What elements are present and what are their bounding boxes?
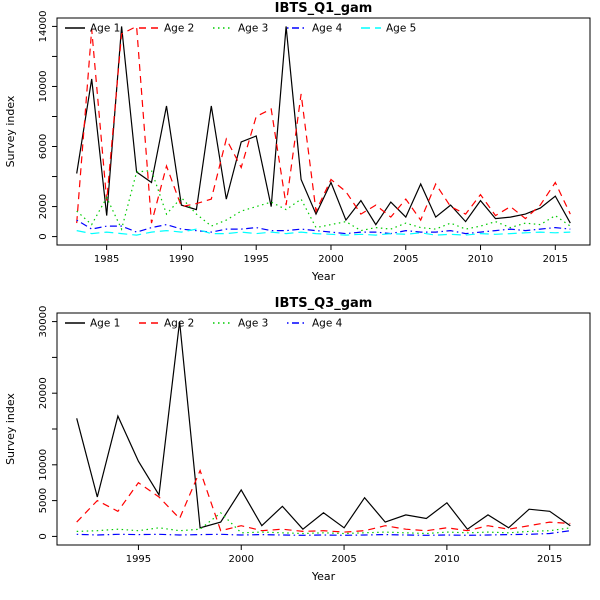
series-line-age-4 [76,219,571,235]
y-axis-title: Survey index [4,393,17,465]
chart-ibts-q3-canvas: IBTS_Q3_gam 1995 2000 2005 2010 2015 0 5000 1000… [4,296,591,583]
legend-label: Age 5 [386,23,416,35]
legend-item: Age 1 [65,23,120,35]
series-line-age-2 [76,25,571,224]
x-axis-title: Year [311,570,336,583]
y-axis-tick-label: 0 [38,533,49,539]
chart-ibts-q3: IBTS_Q3_gam 1995 2000 2005 2010 2015 0 5000 1000… [0,295,600,600]
x-axis-tick-label: 2005 [331,554,356,565]
legend-label: Age 2 [164,318,194,330]
x-axis-tick-label: 1995 [243,254,268,265]
y-axis-tick-label: 20000 [38,377,49,409]
x-axis-tick-label: 2000 [229,554,254,565]
series-line-age-3 [76,169,571,232]
x-axis-tick-label: 1990 [169,254,194,265]
legend-label: Age 2 [164,23,194,35]
chart-ibts-q1: IBTS_Q1_gam 1985 1990 1995 2000 2005 2010 2015 0… [0,0,600,295]
x-axis-tick-label: 2010 [434,554,459,565]
series-line-age-4 [76,530,571,536]
legend-item: Age 2 [139,23,194,35]
legend-item: Age 4 [287,318,343,330]
legend-item: Age 1 [65,318,120,330]
y-axis-tick-label: 0 [38,233,49,239]
chart-title: IBTS_Q1_gam [275,1,373,16]
legend-label: Age 4 [312,318,343,330]
legend-label: Age 3 [238,23,268,35]
series-line-age-5 [76,228,571,236]
x-axis-tick-label: 2015 [537,554,562,565]
y-axis-tick-label: 6000 [38,134,49,159]
chart-ibts-q1-canvas: IBTS_Q1_gam 1985 1990 1995 2000 2005 2010 2015 0… [4,1,591,283]
x-axis-tick-label: 1985 [94,254,119,265]
series-line-age-2 [76,468,571,533]
legend-label: Age 3 [238,318,268,330]
legend-label: Age 4 [312,23,343,35]
series-line-age-3 [76,512,571,535]
legend-item: Age 5 [361,23,416,35]
x-axis-tick-label: 2005 [393,254,418,265]
y-axis-tick-label: 10000 [38,71,49,103]
legend-label: Age 1 [90,23,120,35]
x-axis-tick-label: 2015 [543,254,568,265]
y-axis-tick-label: 10000 [38,449,49,481]
legend-item: Age 4 [287,23,343,35]
plot-border [56,312,591,546]
legend-item: Age 3 [213,318,268,330]
y-axis-tick-label: 30000 [38,306,49,338]
x-axis-tick-label: 2010 [468,254,493,265]
x-axis-tick-label: 1995 [126,554,151,565]
series-line-age-1 [76,321,571,531]
legend-label: Age 1 [90,318,120,330]
y-axis-tick-label: 2000 [38,194,49,219]
legend-item: Age 3 [213,23,268,35]
legend-item: Age 2 [139,318,194,330]
y-axis-title: Survey index [4,95,17,167]
chart-title: IBTS_Q3_gam [275,296,373,311]
plot-border [56,17,591,246]
x-axis-title: Year [311,270,336,283]
y-axis-tick-label: 14000 [38,11,49,43]
y-axis-tick-label: 5000 [38,488,49,513]
series-line-age-1 [76,26,571,226]
x-axis-tick-label: 2000 [318,254,343,265]
